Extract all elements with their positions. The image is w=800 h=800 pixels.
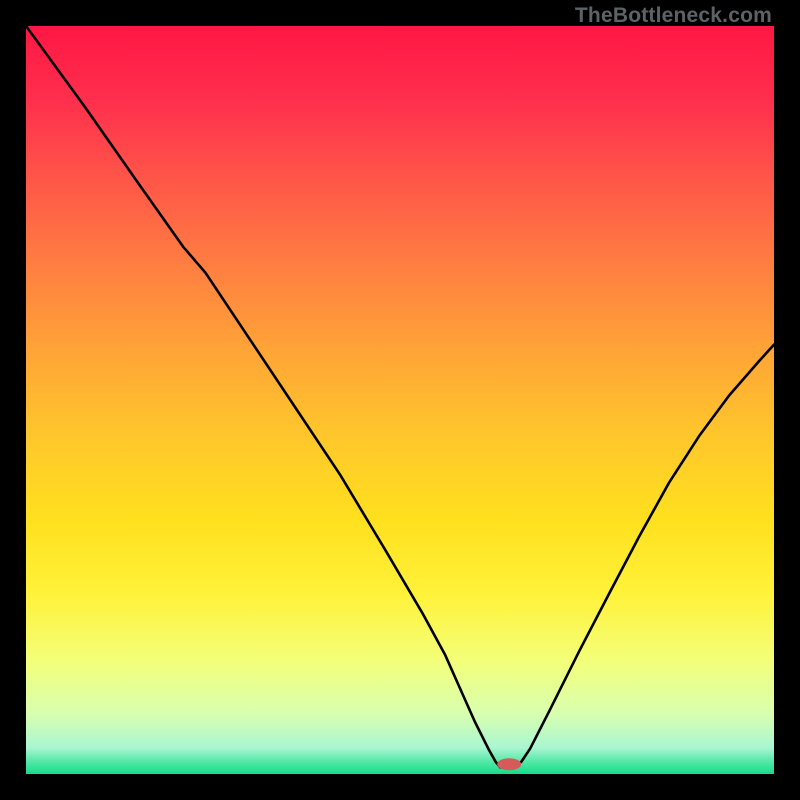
optimal-point-marker xyxy=(497,758,521,770)
chart-frame: TheBottleneck.com xyxy=(0,0,800,800)
plot-area xyxy=(26,26,774,774)
watermark-text: TheBottleneck.com xyxy=(575,4,772,28)
bottleneck-curve-path xyxy=(26,26,774,767)
bottleneck-curve-svg xyxy=(26,26,774,774)
